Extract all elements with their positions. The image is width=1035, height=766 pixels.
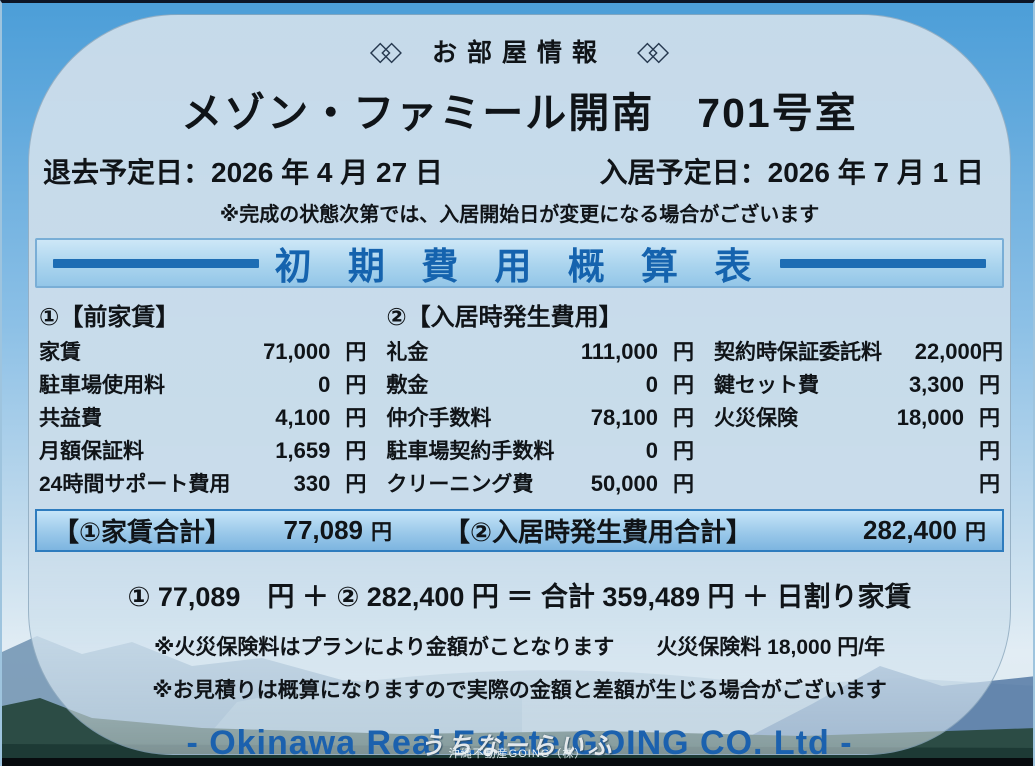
diamond-icon: ◇◇ xyxy=(637,35,669,66)
totals-band: 【①家賃合計】 77,089 円 【②入居時発生費用合計】 282,400 円 xyxy=(35,509,1004,552)
room-info-badge: ◇◇ お部屋情報 ◇◇ xyxy=(29,33,1010,69)
schedule-note: ※完成の状態次第では、入居開始日が変更になる場合がございます xyxy=(219,204,820,226)
cost-unit: 円 xyxy=(345,473,367,496)
estimate-disclaimer-text: ※お見積りは概算になりますので実際の金額と差額が生じる場合がございます xyxy=(152,679,887,702)
cost-amount: 50,000 xyxy=(590,471,658,496)
cost-label: 24時間サポート費用 xyxy=(39,473,231,496)
cost-label: 仲介手数料 xyxy=(386,407,492,430)
cost-row: 円 xyxy=(714,435,1000,468)
info-card: ◇◇ お部屋情報 ◇◇ メゾン・ファミール開南 701号室 退去予定日：2026… xyxy=(28,14,1011,762)
cost-unit: 円 xyxy=(673,374,694,397)
insurance-note-text: ※火災保険料はプランにより金額がことなります xyxy=(153,636,615,659)
cost-amount: 330 xyxy=(293,471,331,496)
movein-total-label: 【②入居時発生費用合計】 xyxy=(444,517,753,547)
cost-unit: 円 xyxy=(345,341,367,364)
cost-row: 仲介手数料 78,100 円 xyxy=(386,402,694,435)
cost-row: 駐車場契約手数料 0 円 xyxy=(386,435,694,468)
cost-label: 火災保険 xyxy=(714,407,798,430)
cost-row: 家賃 71,000 円 xyxy=(39,336,366,369)
moveout-date-value: 2026 年 4 月 27 日 xyxy=(211,157,443,188)
cost-unit: 円 xyxy=(673,407,694,430)
moveout-date: 退去予定日：2026 年 4 月 27 日 xyxy=(43,151,443,191)
cost-row: 円 xyxy=(714,468,1000,501)
cost-label: 鍵セット費 xyxy=(714,374,819,397)
movein-total-unit: 円 xyxy=(965,520,986,544)
estimate-banner-title: 初 期 費 用 概 算 表 xyxy=(274,246,765,287)
cost-label: クリーニング費 xyxy=(386,473,534,496)
cost-amount: 0 xyxy=(645,372,658,397)
cost-row: クリーニング費 50,000 円 xyxy=(386,468,694,501)
cost-unit: 円 xyxy=(979,374,1000,397)
cost-amount: 22,000 xyxy=(914,339,982,364)
cost-unit: 円 xyxy=(979,407,1000,430)
banner-rule-right xyxy=(780,258,986,268)
cost-row: 月額保証料 1,659 円 xyxy=(39,435,366,468)
schedule-row: 退去予定日：2026 年 4 月 27 日 入居予定日：2026 年 7 月 1… xyxy=(29,151,1010,191)
cost-amount: 4,100 xyxy=(275,405,331,430)
banner-rule-left xyxy=(53,258,259,268)
company-name-japanese: 沖縄不動産GOING（株） xyxy=(448,748,587,760)
cost-label: 敷金 xyxy=(386,374,429,397)
diamond-icon: ◇◇ xyxy=(369,35,402,66)
cost-unit: 円 xyxy=(982,341,1003,364)
cost-unit: 円 xyxy=(673,440,694,463)
cost-label: 契約時保証委託料 xyxy=(714,341,882,364)
movein-date-label: 入居予定日： xyxy=(599,157,768,188)
cost-unit: 円 xyxy=(345,440,367,463)
bottom-border xyxy=(2,758,1033,766)
movein-date: 入居予定日：2026 年 7 月 1 日 xyxy=(600,151,984,191)
column-header: ②【入居時発生費用】 xyxy=(386,304,623,331)
rent-total-label: 【①家賃合計】 xyxy=(53,517,232,547)
cost-amount: 78,100 xyxy=(590,405,658,430)
other-cost-column: 契約時保証委託料 22,000 円 鍵セット費 3,300 円 火災保険 18,… xyxy=(714,300,1003,501)
cost-row: 共益費 4,100 円 xyxy=(39,402,366,435)
cost-amount: 3,300 xyxy=(908,372,964,397)
insurance-note-detail: 火災保険料 18,000 円/年 xyxy=(656,636,886,659)
prepaid-rent-column: ①【前家賃】 家賃 71,000 円 駐車場使用料 0 円 共益費 4,100 … xyxy=(39,300,366,501)
cost-row: 礼金 111,000 円 xyxy=(386,336,694,369)
cost-label: 月額保証料 xyxy=(39,440,144,463)
page-title: メゾン・ファミール開南 701号室 xyxy=(181,90,858,136)
cost-unit: 円 xyxy=(345,407,367,430)
cost-amount: 71,000 xyxy=(263,339,331,364)
cost-amount: 0 xyxy=(645,438,658,463)
column-header xyxy=(714,300,1000,336)
column-header: ①【前家賃】 xyxy=(39,304,180,331)
insurance-note: ※火災保険料はプランにより金額がことなります 火災保険料 18,000 円/年 xyxy=(29,631,1010,661)
cost-label: 礼金 xyxy=(386,341,429,364)
cost-label: 駐車場契約手数料 xyxy=(386,440,555,463)
room-info-label: お部屋情報 xyxy=(431,39,607,67)
rent-total-unit: 円 xyxy=(371,520,393,544)
grand-total-equation: ① 77,089 円 ＋ ② 282,400 円 ＝ 合計 359,489 円 … xyxy=(127,582,912,612)
movein-total-amount: 282,400 xyxy=(863,515,957,545)
cost-row: 火災保険 18,000 円 xyxy=(714,402,1000,435)
cost-unit: 円 xyxy=(345,374,367,397)
cost-amount: 111,000 xyxy=(580,339,658,364)
cost-row: 鍵セット費 3,300 円 xyxy=(714,369,1000,402)
estimate-banner: 初 期 費 用 概 算 表 xyxy=(35,238,1004,288)
cost-amount: 18,000 xyxy=(896,405,964,430)
moveout-date-label: 退去予定日： xyxy=(43,157,212,188)
cost-row: 駐車場使用料 0 円 xyxy=(39,369,366,402)
cost-row: 敷金 0 円 xyxy=(386,369,694,402)
movein-cost-column: ②【入居時発生費用】 礼金 111,000 円 敷金 0 円 仲介手数料 78,… xyxy=(386,300,694,501)
cost-label: 家賃 xyxy=(39,341,81,364)
cost-row: 24時間サポート費用 330 円 xyxy=(39,468,366,501)
estimate-disclaimer: ※お見積りは概算になりますので実際の金額と差額が生じる場合がございます xyxy=(29,674,1010,704)
cost-row: 契約時保証委託料 22,000 円 xyxy=(714,336,1003,369)
cost-unit: 円 xyxy=(979,473,1000,496)
company-name: - Okinawa Real Estate GOING CO. Ltd - xyxy=(186,724,853,762)
cost-amount: 1,659 xyxy=(275,438,331,463)
cost-unit: 円 xyxy=(979,440,1000,463)
rent-total-amount: 77,089 xyxy=(283,515,364,545)
cost-unit: 円 xyxy=(673,473,694,496)
cost-amount: 0 xyxy=(318,372,331,397)
movein-date-value: 2026 年 7 月 1 日 xyxy=(767,157,984,188)
cost-unit: 円 xyxy=(673,341,694,364)
cost-table: ①【前家賃】 家賃 71,000 円 駐車場使用料 0 円 共益費 4,100 … xyxy=(29,300,1010,501)
cost-label: 駐車場使用料 xyxy=(39,374,165,397)
cost-label: 共益費 xyxy=(39,407,102,430)
